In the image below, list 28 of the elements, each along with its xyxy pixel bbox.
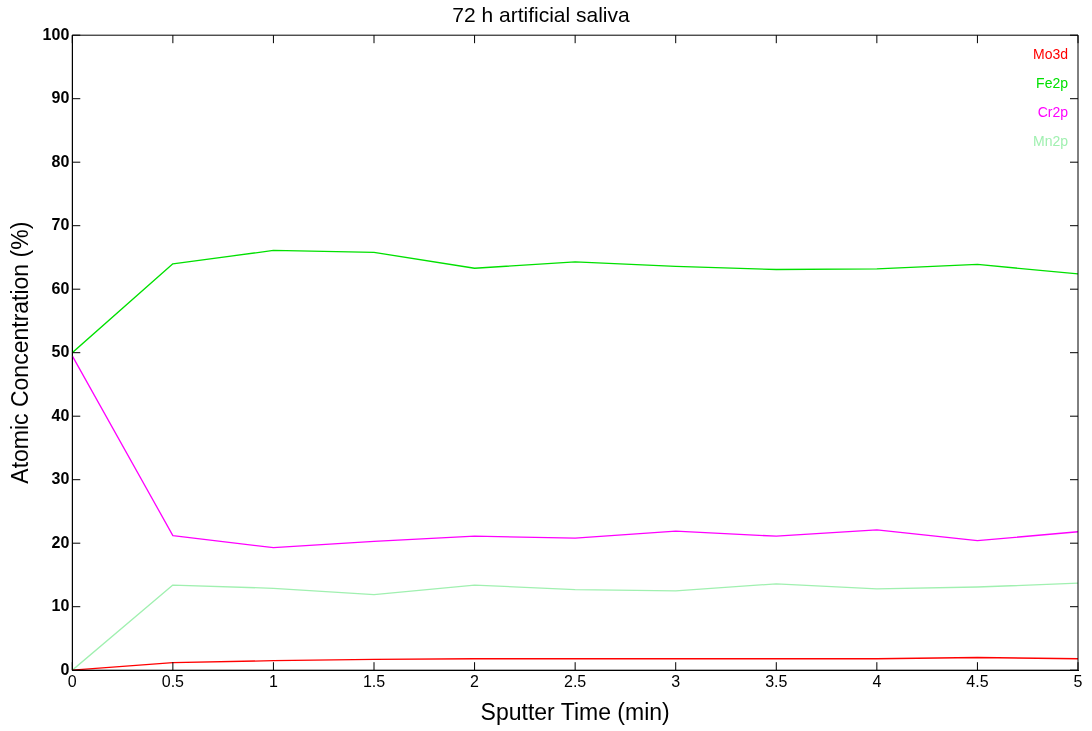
y-tick-label: 30 <box>51 470 70 488</box>
text: Fe2p <box>1036 75 1069 92</box>
text: Cr2p <box>1037 104 1069 121</box>
y-axis-title: Atomic Concentration (%) <box>7 221 34 484</box>
x-tick-label: 0.5 <box>161 673 185 691</box>
y-tick-label: 100 <box>42 25 70 43</box>
text: Mo3d <box>1032 46 1068 63</box>
x-tick-label: 2 <box>470 673 480 691</box>
y-tick-label: 0 <box>60 660 70 678</box>
x-tick-label: 5 <box>1073 673 1083 691</box>
x-tick-label: 1.5 <box>362 673 386 691</box>
chart-title: 72 h artificial saliva <box>452 3 631 27</box>
y-tick-label: 50 <box>51 343 70 361</box>
text: Mn2p <box>1032 133 1069 150</box>
x-tick-label: 2.5 <box>564 673 587 691</box>
y-tick-label: 40 <box>51 406 70 424</box>
x-tick-label: 3.5 <box>765 673 788 691</box>
x-tick-label: 4.5 <box>966 673 989 691</box>
y-tick-label: 80 <box>51 152 70 170</box>
y-tick-label: 20 <box>51 533 70 551</box>
x-tick-label: 1 <box>268 673 278 691</box>
y-tick-label: 10 <box>51 597 70 615</box>
y-tick-label: 90 <box>51 89 70 107</box>
y-tick-label: 60 <box>51 279 70 297</box>
y-tick-label: 70 <box>51 216 70 234</box>
x-axis-title: Sputter Time (min) <box>480 698 670 725</box>
x-tick-label: 3 <box>671 673 681 691</box>
x-tick-label: 4 <box>872 673 882 691</box>
